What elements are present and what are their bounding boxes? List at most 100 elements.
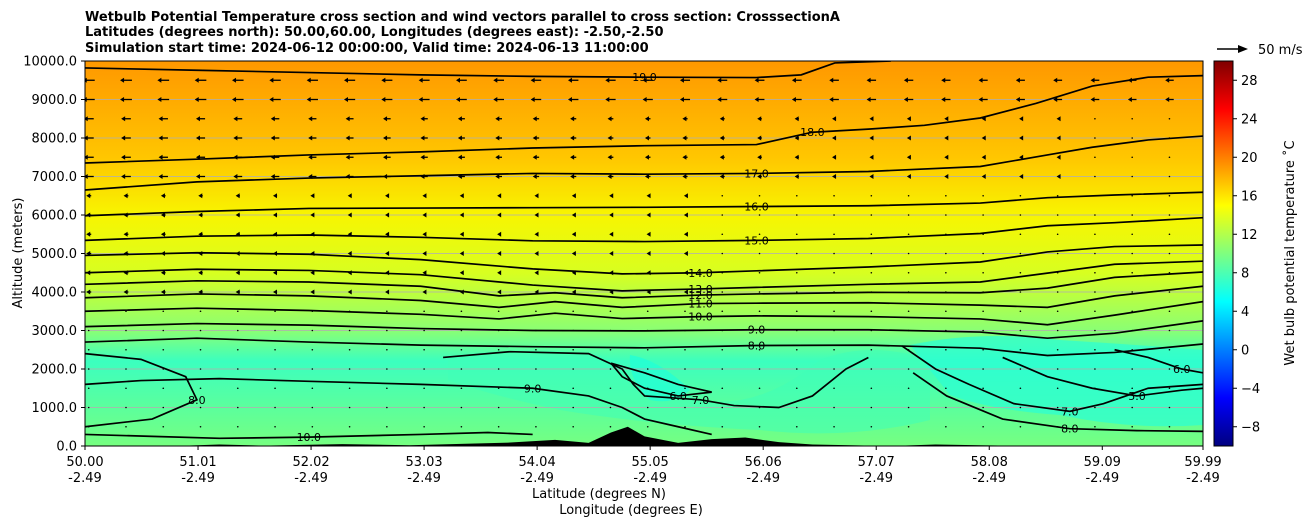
wind-vector-dot xyxy=(945,310,947,313)
wind-vector-dot xyxy=(945,348,947,351)
wind-vector-head xyxy=(609,193,614,199)
wind-vector-head xyxy=(682,116,687,122)
wind-vector-head xyxy=(682,174,687,179)
wind-vector-head xyxy=(1015,77,1020,83)
wind-vector-dot xyxy=(274,310,276,313)
wind-vector-head xyxy=(497,231,502,237)
wind-vector-head xyxy=(534,231,539,237)
wind-vector-head xyxy=(310,193,315,199)
wind-vector-dot xyxy=(236,387,239,390)
wind-vector-head xyxy=(235,289,240,295)
wind-vector-dot xyxy=(1056,252,1059,255)
contour-line xyxy=(443,350,869,409)
wind-vector-dot xyxy=(646,425,649,428)
wind-vector-dot xyxy=(945,252,947,255)
wind-vector-head xyxy=(273,289,278,295)
contour-label: 7.0 xyxy=(1061,405,1079,418)
wind-vector-dot xyxy=(125,329,127,332)
wind-vector-dot xyxy=(423,425,425,428)
wind-vector-head xyxy=(157,97,162,102)
wind-vector-head xyxy=(1053,77,1058,83)
wind-vector-head xyxy=(86,231,91,237)
x-tick-lon: -2.49 xyxy=(520,471,554,486)
wind-vector-dot xyxy=(982,425,984,428)
wind-vector-head xyxy=(345,135,350,141)
wind-vector-dot xyxy=(907,233,910,236)
wind-vector-dot xyxy=(497,310,500,313)
wind-vector-head xyxy=(570,116,575,122)
wind-vector-head xyxy=(719,135,724,141)
contour-line xyxy=(85,74,1203,164)
contour-label: 14.0 xyxy=(688,267,713,280)
wind-vector-dot xyxy=(1094,156,1096,159)
wind-vector-head xyxy=(683,212,688,218)
wind-vector-head xyxy=(235,193,240,199)
wind-vector-head xyxy=(273,212,278,218)
wind-vector-dot xyxy=(945,214,947,216)
wind-vector-dot xyxy=(274,368,276,370)
quiver-key-label: 50 m/s xyxy=(1258,43,1303,58)
wind-vector-head xyxy=(944,154,949,160)
wind-vector-dot xyxy=(1094,329,1096,332)
wind-vector-dot xyxy=(758,387,761,390)
wind-vector-dot xyxy=(1131,233,1133,236)
x-tick-lat: 59.09 xyxy=(1084,455,1121,470)
wind-vector-dot xyxy=(199,406,202,409)
wind-vector-dot xyxy=(982,271,984,274)
wind-vector-head xyxy=(420,135,425,141)
wind-vector-dot xyxy=(870,406,873,409)
wind-vector-dot xyxy=(236,310,239,313)
wind-vector-dot xyxy=(1056,406,1059,409)
wind-vector-head xyxy=(571,289,576,295)
wind-vector-head xyxy=(683,193,688,199)
contour-label: 9.0 xyxy=(524,382,542,395)
wind-vector-head xyxy=(160,193,165,199)
wind-vector-head xyxy=(121,154,126,160)
wind-vector-head xyxy=(310,289,315,295)
wind-vector-head xyxy=(347,212,352,218)
wind-vector-dot xyxy=(1094,214,1096,216)
wind-vector-dot xyxy=(684,368,686,370)
wind-vector-dot xyxy=(125,368,127,370)
wind-vector-dot xyxy=(870,387,873,390)
wind-vector-head xyxy=(1056,116,1061,122)
wind-vector-head xyxy=(683,289,688,295)
x-axis-label-2: Longitude (degrees E) xyxy=(559,503,703,518)
wind-vector-head xyxy=(532,135,537,141)
wind-vector-dot xyxy=(274,425,276,428)
wind-vector-head xyxy=(869,135,874,141)
wind-vector-head xyxy=(123,231,128,237)
wind-vector-head xyxy=(422,251,427,256)
wind-vector-head xyxy=(493,97,498,102)
wind-vector-head xyxy=(571,193,576,199)
wind-vector-dot xyxy=(721,291,724,293)
wind-vector-dot xyxy=(1168,214,1171,216)
wind-vector-head xyxy=(195,135,200,141)
wind-vector-head xyxy=(794,135,799,141)
wind-vector-dot xyxy=(870,214,873,216)
wind-vector-head xyxy=(532,116,537,122)
wind-vector-head xyxy=(457,116,462,122)
wind-vector-head xyxy=(273,270,278,276)
wind-vector-dot xyxy=(1056,348,1059,351)
wind-vector-dot xyxy=(1131,425,1133,428)
wind-vector-head xyxy=(85,135,88,141)
wind-vector-head xyxy=(866,97,871,102)
wind-vector-head xyxy=(1090,97,1095,102)
colorbar-tick-label: 24 xyxy=(1241,112,1258,127)
wind-vector-head xyxy=(609,212,614,218)
wind-vector-head xyxy=(347,193,352,199)
wind-vector-dot xyxy=(1168,387,1171,390)
wind-vector-dot xyxy=(907,214,910,216)
wind-vector-dot xyxy=(1019,406,1022,409)
wind-vector-dot xyxy=(1131,387,1133,390)
wind-vector-dot xyxy=(758,368,761,370)
wind-vector-head xyxy=(567,77,572,83)
wind-vector-dot xyxy=(1056,233,1059,236)
contour-label: 8.0 xyxy=(1061,423,1079,436)
contour-line xyxy=(1002,356,1203,397)
wind-vector-head xyxy=(829,97,834,102)
wind-vector-dot xyxy=(535,425,537,428)
wind-vector-dot xyxy=(795,387,798,390)
wind-vector-head xyxy=(306,77,311,83)
